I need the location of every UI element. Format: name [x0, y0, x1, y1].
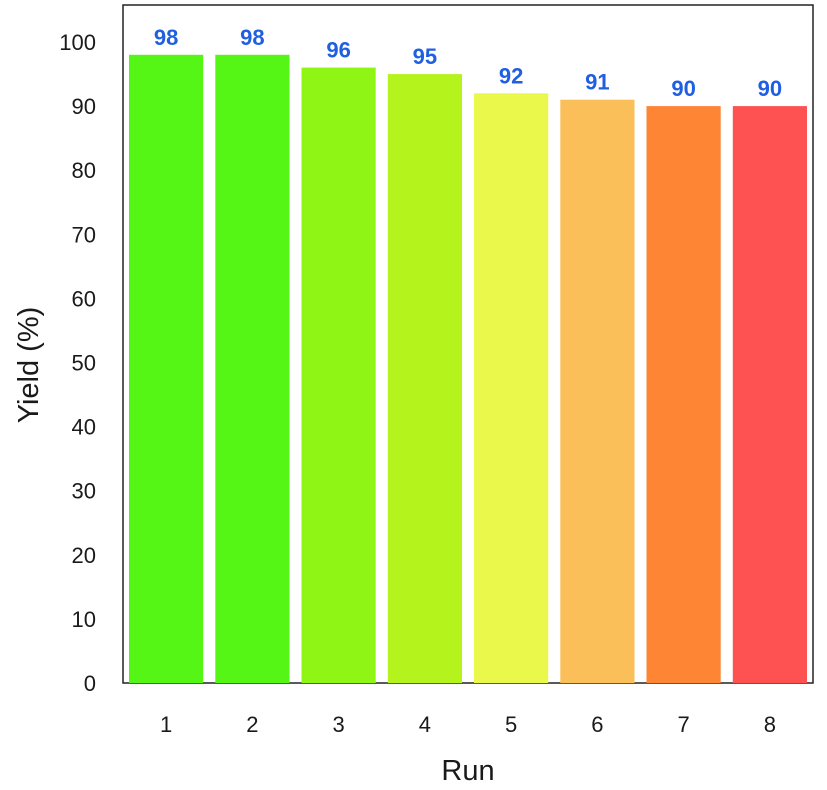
y-tick-label-100: 100 — [59, 30, 96, 55]
bar-run-5 — [474, 93, 549, 684]
x-tick-label-5: 5 — [505, 712, 517, 737]
y-tick-label-80: 80 — [72, 158, 96, 183]
x-axis-title: Run — [441, 755, 494, 787]
x-tick-labels-group: 1 2 3 4 5 6 7 8 — [160, 712, 776, 737]
plot-frame — [122, 4, 814, 684]
y-tick-label-70: 70 — [72, 222, 96, 247]
y-tick-label-40: 40 — [72, 415, 96, 440]
data-labels-group: 98 98 96 95 92 91 90 90 — [154, 25, 782, 101]
x-tick-label-6: 6 — [591, 712, 603, 737]
x-tick-label-7: 7 — [677, 712, 689, 737]
data-label-run-3: 96 — [326, 38, 350, 63]
y-tick-label-10: 10 — [72, 607, 96, 632]
y-tick-label-0: 0 — [84, 671, 96, 696]
bar-run-2 — [215, 54, 290, 684]
bars-group — [129, 54, 807, 684]
bar-run-7 — [646, 106, 721, 684]
x-tick-label-3: 3 — [332, 712, 344, 737]
y-tick-label-30: 30 — [72, 479, 96, 504]
bar-run-1 — [129, 54, 204, 684]
y-tick-label-90: 90 — [72, 94, 96, 119]
data-label-run-4: 95 — [413, 44, 437, 69]
y-tick-label-60: 60 — [72, 286, 96, 311]
y-axis-title: Yield (%) — [13, 307, 45, 424]
x-tick-label-2: 2 — [246, 712, 258, 737]
data-label-run-7: 90 — [671, 76, 695, 101]
x-tick-label-8: 8 — [764, 712, 776, 737]
bar-run-4 — [387, 74, 462, 684]
bar-run-3 — [301, 67, 376, 684]
data-label-run-8: 90 — [758, 76, 782, 101]
bar-run-8 — [732, 106, 807, 684]
data-label-run-6: 91 — [585, 70, 609, 95]
x-tick-label-4: 4 — [419, 712, 431, 737]
data-label-run-2: 98 — [240, 25, 264, 50]
x-tick-label-1: 1 — [160, 712, 172, 737]
data-label-run-1: 98 — [154, 25, 178, 50]
y-tick-labels-group: 0 10 20 30 40 50 60 70 80 90 100 — [59, 30, 96, 696]
bar-run-6 — [560, 99, 635, 683]
data-label-run-5: 92 — [499, 63, 523, 88]
y-tick-label-20: 20 — [72, 543, 96, 568]
y-tick-label-50: 50 — [72, 351, 96, 376]
